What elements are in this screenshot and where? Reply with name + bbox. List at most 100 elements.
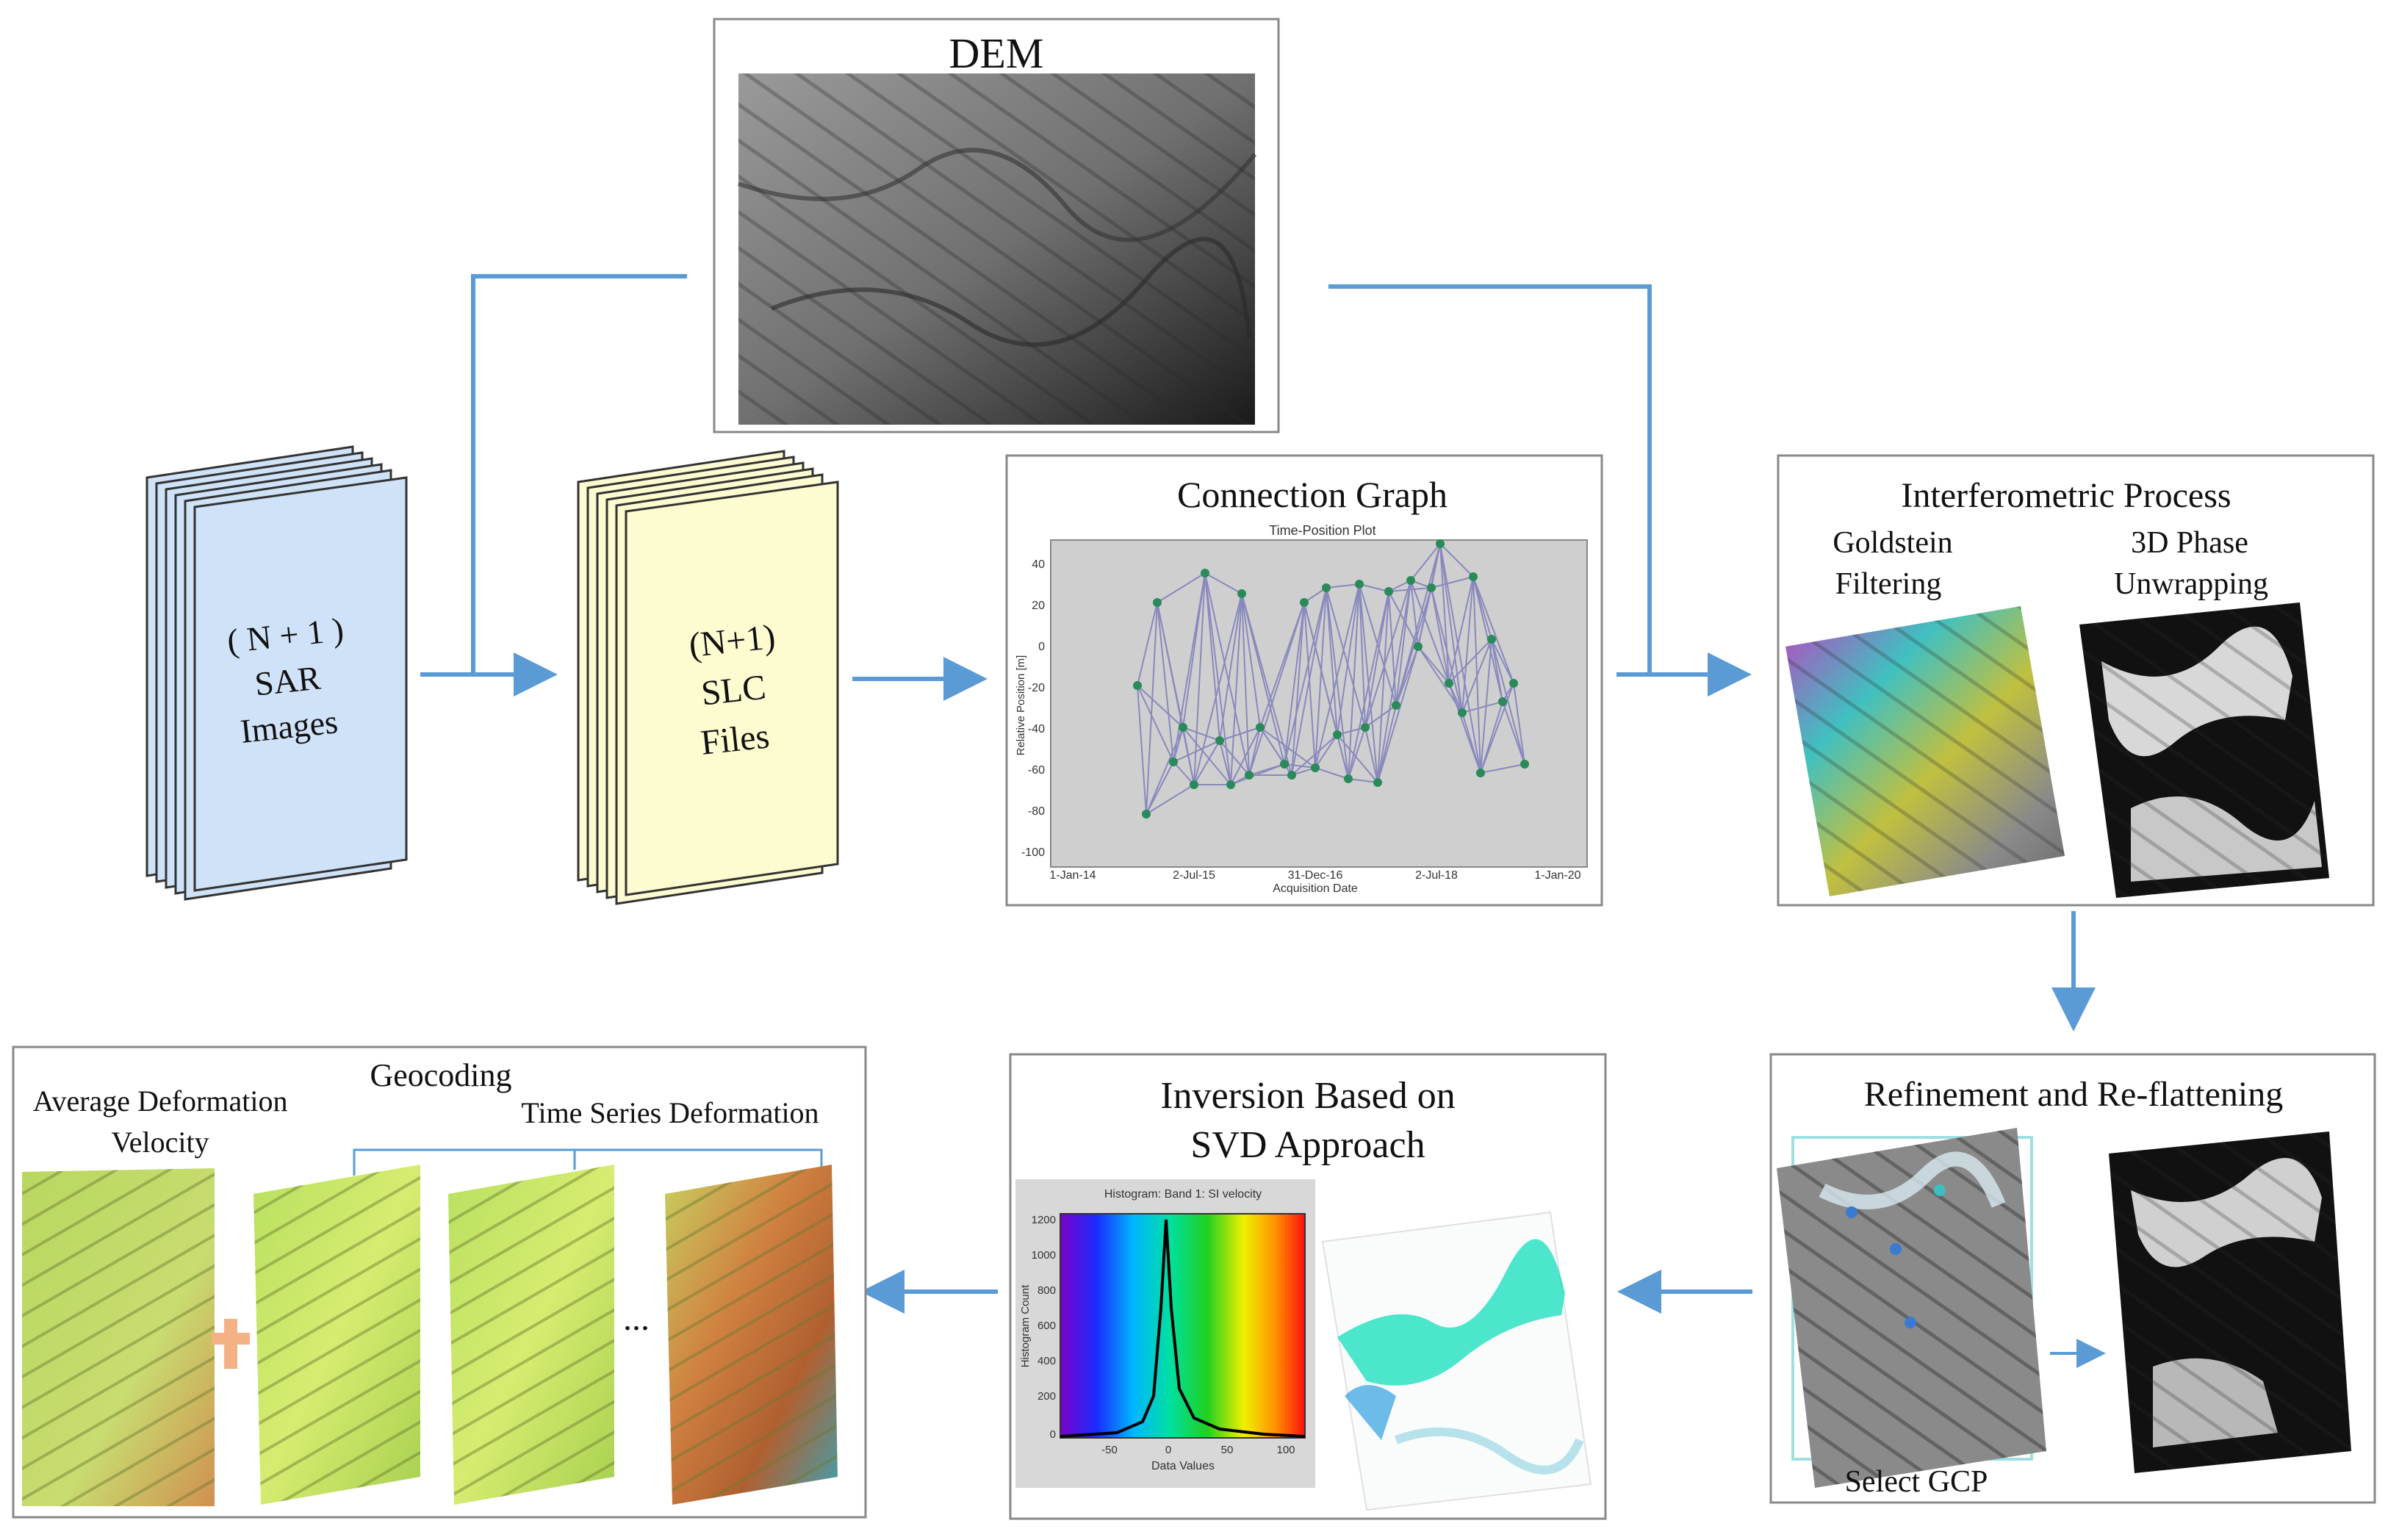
graph-edge — [1204, 572, 1242, 594]
ytick: 40 — [1032, 558, 1045, 571]
slc-files-stack: (N+1) SLC Files — [577, 450, 839, 905]
graph-edge — [1326, 583, 1360, 589]
hist-xtick: 50 — [1221, 1444, 1234, 1456]
connection-plot: 40 20 0 -20 -40 -60 -80 -100 1-Jan-14 2-… — [1015, 539, 1588, 895]
graph-node — [1311, 763, 1320, 772]
graph-edge — [1364, 727, 1378, 783]
graph-edge — [1431, 543, 1441, 589]
connection-plot-title: Time-Position Plot — [1269, 523, 1375, 538]
ytick: 20 — [1032, 600, 1045, 612]
graph-node — [1498, 697, 1507, 706]
hist-ytick: 400 — [1037, 1355, 1056, 1367]
graph-node — [1179, 723, 1187, 732]
graph-edge — [1388, 591, 1419, 647]
graph-edge — [1137, 602, 1158, 686]
graph-edge — [1439, 543, 1450, 684]
time-series-bracket — [353, 1148, 823, 1176]
select-gcp-caption: Select GCP — [1845, 1465, 1988, 1499]
graph-node — [1245, 771, 1254, 780]
graph-node — [1256, 723, 1265, 732]
ytick: -20 — [1028, 682, 1045, 694]
graph-edge — [1359, 583, 1366, 728]
graph-edge — [1146, 784, 1195, 815]
hist-xtick: 100 — [1276, 1444, 1295, 1456]
graph-edge — [1337, 734, 1378, 783]
hist-ytick: 0 — [1050, 1428, 1056, 1441]
hist-ytick: 800 — [1037, 1284, 1056, 1297]
connection-xticks: 1-Jan-14 2-Jul-15 31-Dec-16 2-Jul-18 1-J… — [1049, 869, 1580, 882]
unwrapping-label-2: Unwrapping — [2114, 567, 2268, 601]
graph-edge — [1315, 734, 1338, 769]
connection-graph-box: Connection Graph Time-Position Plot 40 2… — [1005, 454, 1603, 907]
graph-node — [1287, 771, 1296, 780]
graph-edge — [1173, 740, 1220, 763]
slc-label-count: (N+1) — [687, 617, 777, 665]
graph-edge — [1359, 583, 1397, 706]
graph-node — [1476, 769, 1485, 777]
graph-edge — [1326, 587, 1338, 735]
graph-edge — [1326, 587, 1366, 728]
sar-images-stack: ( N + 1 ) SAR Images — [145, 445, 408, 901]
graph-edge — [1417, 646, 1450, 684]
graph-edge — [1359, 583, 1389, 592]
graph-edge — [1326, 587, 1349, 780]
graph-edge — [1315, 583, 1360, 769]
dem-to-sar-connector — [471, 274, 687, 674]
ytick: -60 — [1028, 764, 1045, 777]
interferometric-title: Interferometric Process — [1901, 476, 2231, 515]
hist-ylabel: Histogram Count — [1019, 1284, 1032, 1367]
graph-edge — [1219, 727, 1261, 741]
slc-label-files: Files — [699, 716, 771, 762]
ytick: -40 — [1028, 723, 1045, 735]
graph-edge — [1303, 587, 1327, 603]
graph-edge — [1182, 727, 1195, 785]
graph-edge — [1230, 593, 1242, 785]
graph-node — [1333, 730, 1342, 739]
graph-edge — [1472, 576, 1514, 684]
graph-edge — [1284, 763, 1316, 769]
ellipsis-label: ... — [623, 1299, 650, 1338]
hist-xlabel: Data Values — [1151, 1460, 1215, 1472]
time-series-map-2 — [448, 1165, 614, 1505]
graph-edge — [1284, 587, 1327, 765]
graph-node — [1280, 760, 1289, 769]
graph-edge — [1410, 580, 1419, 647]
graph-edge — [1480, 763, 1525, 774]
goldstein-image — [1785, 606, 2065, 896]
gcp-image — [1777, 1128, 2046, 1488]
graph-node — [1361, 723, 1370, 732]
graph-edge — [1348, 727, 1366, 780]
goldstein-label-1: Goldstein — [1833, 526, 1952, 560]
hist-xtick: 0 — [1165, 1444, 1171, 1456]
connection-yticks: 40 20 0 -20 -40 -60 -80 -100 — [1021, 558, 1045, 859]
inversion-box: Inversion Based on SVD Approach Histogra… — [1009, 1053, 1607, 1520]
graph-edge — [1204, 572, 1250, 776]
graph-edge — [1502, 701, 1525, 765]
graph-edge — [1348, 583, 1360, 780]
geocoding-title: Geocoding — [370, 1057, 511, 1093]
connectors — [420, 274, 2096, 1314]
graph-edge — [1193, 740, 1220, 785]
graph-node — [1226, 780, 1235, 789]
graph-edge — [1337, 583, 1360, 735]
graph-edge — [1219, 593, 1242, 741]
slc-label-type: SLC — [700, 668, 768, 713]
graph-node — [1322, 583, 1331, 592]
ytick: -100 — [1021, 846, 1045, 859]
graph-edge — [1388, 591, 1397, 706]
graph-edge — [1377, 646, 1419, 783]
graph-node — [1237, 589, 1246, 598]
graph-node — [1392, 701, 1400, 710]
xtick: 1-Jan-14 — [1049, 869, 1096, 882]
graph-node — [1153, 598, 1162, 607]
graph-edge — [1395, 543, 1441, 706]
histogram-chart: Histogram: Band 1: SI velocity 1200 1000… — [1015, 1179, 1315, 1488]
graph-node — [1469, 572, 1478, 581]
connection-graph-title: Connection Graph — [1177, 474, 1447, 515]
graph-edge — [1359, 583, 1378, 783]
graph-edge — [1480, 638, 1492, 774]
graph-edge — [1377, 591, 1389, 783]
sar-label-type: SAR — [253, 659, 323, 703]
graph-edge — [1491, 638, 1514, 684]
graph-node — [1142, 810, 1151, 818]
